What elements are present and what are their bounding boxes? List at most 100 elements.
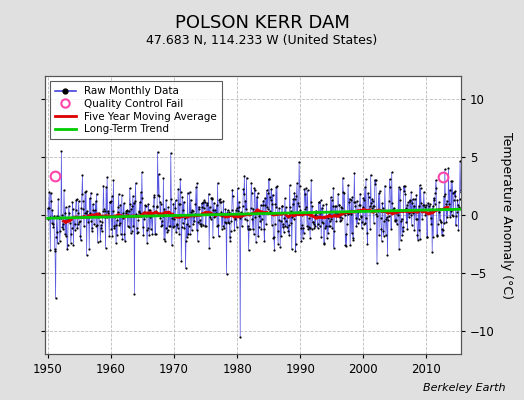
Point <box>71 226 79 233</box>
Point <box>375 232 383 238</box>
Point <box>391 217 399 224</box>
Point <box>74 198 83 204</box>
Point <box>53 240 62 247</box>
Point <box>166 223 174 229</box>
Point <box>241 198 249 204</box>
Point <box>237 209 245 216</box>
Point <box>429 234 438 240</box>
Point <box>182 238 190 244</box>
Point <box>88 228 96 234</box>
Point <box>368 196 376 202</box>
Text: POLSON KERR DAM: POLSON KERR DAM <box>174 14 350 32</box>
Point <box>185 189 194 195</box>
Point <box>231 214 239 220</box>
Point <box>216 199 225 205</box>
Point <box>173 224 182 231</box>
Point <box>395 246 403 252</box>
Point <box>66 220 74 226</box>
Point <box>227 218 235 224</box>
Point <box>113 231 122 238</box>
Point <box>228 186 236 193</box>
Point <box>279 221 288 227</box>
Point <box>125 224 134 230</box>
Point <box>238 203 247 210</box>
Point <box>203 210 212 216</box>
Point <box>440 193 448 200</box>
Point <box>175 230 183 237</box>
Point <box>77 237 85 243</box>
Point <box>321 225 330 231</box>
Point <box>394 212 402 218</box>
Point <box>99 182 107 189</box>
Point <box>217 209 225 216</box>
Point <box>153 203 161 209</box>
Point <box>293 180 301 186</box>
Point <box>171 205 179 211</box>
Point <box>351 198 359 205</box>
Point <box>67 239 75 246</box>
Point <box>248 226 257 232</box>
Point <box>330 244 338 251</box>
Point <box>304 224 313 230</box>
Point <box>334 190 342 197</box>
Point <box>405 214 413 220</box>
Point <box>83 208 91 214</box>
Point <box>75 218 84 225</box>
Point <box>336 218 344 224</box>
Point <box>419 207 428 213</box>
Point <box>450 197 458 204</box>
Point <box>403 226 412 232</box>
Point <box>272 184 280 190</box>
Point <box>208 195 216 202</box>
Point <box>320 241 329 247</box>
Point <box>81 210 90 216</box>
Point <box>297 238 305 244</box>
Point <box>72 196 80 203</box>
Point <box>394 208 402 214</box>
Point <box>437 218 445 225</box>
Point <box>64 203 73 209</box>
Point <box>74 210 82 217</box>
Point <box>79 198 87 204</box>
Point <box>291 196 299 202</box>
Point <box>159 175 168 182</box>
Point <box>401 191 410 198</box>
Point <box>320 240 328 246</box>
Point <box>218 212 226 219</box>
Point <box>357 214 365 220</box>
Point <box>303 187 312 194</box>
Point <box>200 204 208 211</box>
Point <box>411 208 420 214</box>
Point <box>113 217 121 224</box>
Point <box>365 203 374 210</box>
Point <box>117 231 125 238</box>
Point <box>428 206 436 212</box>
Point <box>172 229 180 235</box>
Point <box>274 241 282 247</box>
Point <box>63 242 72 248</box>
Point <box>140 209 148 215</box>
Point <box>180 198 188 205</box>
Point <box>105 199 114 205</box>
Point <box>347 196 355 203</box>
Point <box>214 222 222 228</box>
Point <box>138 195 147 201</box>
Point <box>60 187 68 193</box>
Point <box>328 196 336 203</box>
Point <box>340 210 348 217</box>
Point <box>308 203 316 210</box>
Point <box>410 202 418 209</box>
Point <box>93 222 101 228</box>
Point <box>430 197 439 203</box>
Point <box>447 178 455 184</box>
Point <box>345 210 353 217</box>
Point <box>259 202 267 208</box>
Point <box>143 226 151 233</box>
Point <box>163 229 171 236</box>
Point <box>451 193 459 200</box>
Point <box>123 207 132 213</box>
Point <box>353 198 361 204</box>
Point <box>391 218 400 224</box>
Point <box>99 208 107 215</box>
Point <box>454 202 462 208</box>
